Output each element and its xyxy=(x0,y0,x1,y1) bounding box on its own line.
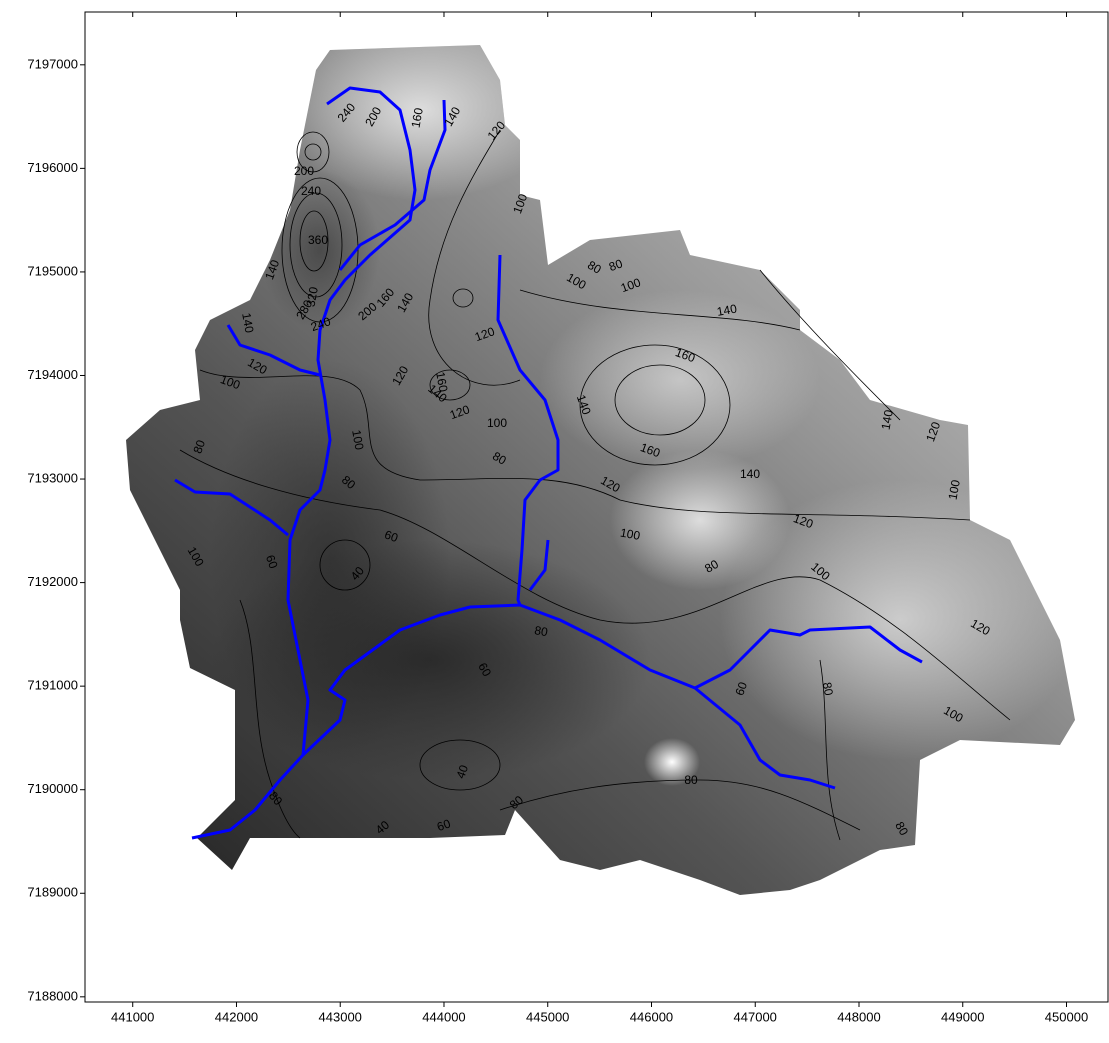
x-tick-label: 450000 xyxy=(1045,1009,1088,1024)
x-tick-label: 447000 xyxy=(734,1009,777,1024)
y-tick-label: 7195000 xyxy=(27,263,78,278)
x-tick-label: 444000 xyxy=(422,1009,465,1024)
x-tick-label: 442000 xyxy=(215,1009,258,1024)
contour-label: 80 xyxy=(820,681,836,697)
y-tick-label: 7188000 xyxy=(27,988,78,1003)
y-tick-label: 7190000 xyxy=(27,781,78,796)
y-tick-label: 7193000 xyxy=(27,470,78,485)
contour-label: 100 xyxy=(487,416,507,430)
contour-label: 80 xyxy=(684,773,698,787)
x-tick-label: 441000 xyxy=(111,1009,154,1024)
y-tick-label: 7191000 xyxy=(27,678,78,693)
y-tick-label: 7192000 xyxy=(27,574,78,589)
x-tick-label: 445000 xyxy=(526,1009,569,1024)
contour-label: 140 xyxy=(740,467,760,481)
contour-label: 240 xyxy=(301,184,321,198)
y-tick-label: 7189000 xyxy=(27,885,78,900)
surface xyxy=(100,20,1100,910)
y-tick-label: 7194000 xyxy=(27,367,78,382)
contour-label: 200 xyxy=(294,164,314,178)
contour-label: 360 xyxy=(308,233,328,247)
x-tick-label: 448000 xyxy=(837,1009,880,1024)
y-tick-label: 7196000 xyxy=(27,160,78,175)
contour-label: 80 xyxy=(533,623,549,639)
y-tick-label: 7197000 xyxy=(27,56,78,71)
x-tick-label: 449000 xyxy=(941,1009,984,1024)
x-tick-label: 446000 xyxy=(630,1009,673,1024)
map-chart: 441000 442000 443000 444000 445000 446000 4470… xyxy=(0,0,1109,1038)
x-tick-label: 443000 xyxy=(319,1009,362,1024)
